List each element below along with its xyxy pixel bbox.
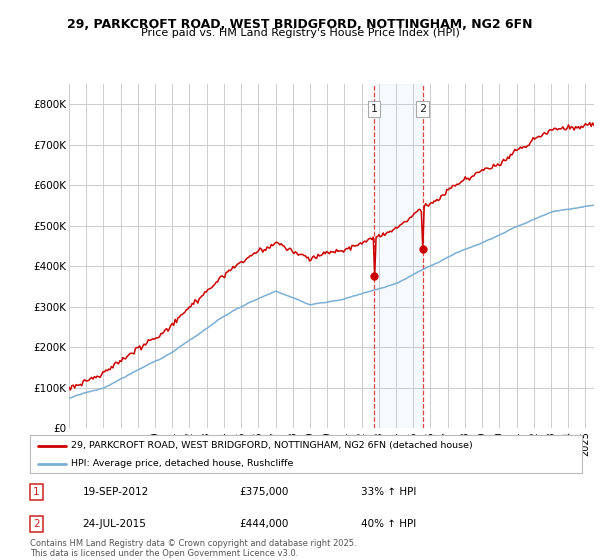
- Text: 29, PARKCROFT ROAD, WEST BRIDGFORD, NOTTINGHAM, NG2 6FN (detached house): 29, PARKCROFT ROAD, WEST BRIDGFORD, NOTT…: [71, 441, 473, 450]
- Text: HPI: Average price, detached house, Rushcliffe: HPI: Average price, detached house, Rush…: [71, 459, 294, 468]
- Text: 24-JUL-2015: 24-JUL-2015: [82, 519, 146, 529]
- Text: 40% ↑ HPI: 40% ↑ HPI: [361, 519, 416, 529]
- Text: 2: 2: [34, 519, 40, 529]
- Text: £444,000: £444,000: [240, 519, 289, 529]
- Text: Contains HM Land Registry data © Crown copyright and database right 2025.
This d: Contains HM Land Registry data © Crown c…: [30, 539, 356, 558]
- Text: £375,000: £375,000: [240, 487, 289, 497]
- Text: 19-SEP-2012: 19-SEP-2012: [82, 487, 149, 497]
- Text: 2: 2: [419, 104, 426, 114]
- Text: 29, PARKCROFT ROAD, WEST BRIDGFORD, NOTTINGHAM, NG2 6FN: 29, PARKCROFT ROAD, WEST BRIDGFORD, NOTT…: [67, 18, 533, 31]
- Text: 1: 1: [34, 487, 40, 497]
- Bar: [374, 84, 423, 428]
- Text: Price paid vs. HM Land Registry's House Price Index (HPI): Price paid vs. HM Land Registry's House …: [140, 28, 460, 38]
- Text: 1: 1: [371, 104, 377, 114]
- Text: 33% ↑ HPI: 33% ↑ HPI: [361, 487, 416, 497]
